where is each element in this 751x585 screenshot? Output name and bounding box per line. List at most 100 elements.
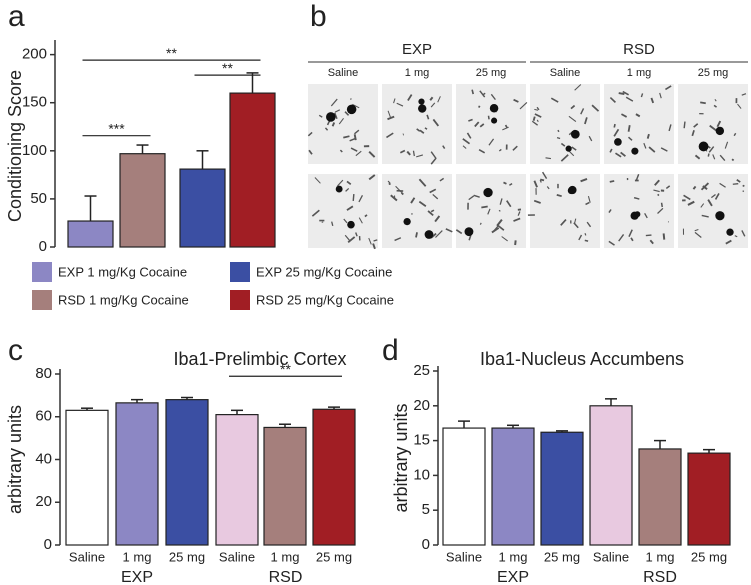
micrograph-texture [445, 228, 453, 233]
panel-label: c [8, 334, 23, 367]
micrograph-texture [533, 199, 541, 204]
micrograph-texture [580, 108, 585, 115]
micrograph-texture [491, 227, 500, 234]
column-header: 25 mg [698, 67, 729, 79]
micrograph-texture [354, 129, 360, 135]
micrograph-texture [712, 154, 716, 160]
micrograph-texture [550, 97, 559, 103]
micrograph-texture [358, 194, 364, 203]
micrograph-texture [665, 85, 672, 91]
micrograph-texture [478, 105, 481, 108]
bar [65, 409, 109, 546]
micrograph-texture [468, 195, 475, 201]
micrograph-texture [396, 102, 404, 107]
micrograph-texture [432, 193, 439, 200]
micrograph-cell [335, 185, 343, 193]
bar [491, 427, 535, 546]
y-tick-label: 15 [413, 432, 430, 449]
micrograph-texture [353, 134, 357, 141]
micrograph-texture [654, 179, 660, 186]
micrograph-texture [710, 193, 716, 199]
micrograph-texture [498, 209, 501, 212]
micrograph-cell [715, 126, 725, 136]
legend-label: EXP 1 mg/Kg Cocaine [58, 264, 187, 279]
y-tick-label: 0 [39, 238, 47, 255]
y-tick-label: 5 [422, 501, 430, 518]
micrograph [382, 84, 452, 164]
micrograph-texture [350, 147, 358, 152]
micrograph-texture [574, 84, 582, 91]
micrograph-cell [326, 112, 336, 122]
significance-stars: ** [222, 60, 233, 76]
y-tick-label: 60 [35, 408, 52, 425]
group-label: EXP [497, 569, 529, 585]
micrograph-cell [726, 228, 734, 236]
micrograph-texture [683, 194, 691, 201]
micrograph-texture [731, 158, 735, 162]
micrograph-texture [591, 104, 600, 112]
micrograph-texture [649, 239, 654, 245]
micrograph-texture [462, 145, 467, 149]
micrograph-cell [418, 104, 427, 113]
micrograph-texture [435, 230, 443, 238]
micrograph-texture [434, 215, 441, 223]
bar [263, 426, 307, 546]
x-tick-label: 25 mg [544, 549, 580, 564]
micrograph-texture [479, 123, 485, 128]
micrograph-texture [339, 149, 343, 153]
micrograph-cell [634, 211, 641, 218]
micrograph-texture [343, 135, 350, 139]
y-tick-label: 40 [35, 450, 52, 467]
micrograph-texture [318, 114, 323, 118]
micrograph-texture [355, 232, 358, 237]
y-tick-label: 150 [22, 94, 47, 111]
bar [540, 431, 584, 546]
y-axis-label: arbitrary units [5, 405, 25, 514]
panel-label: d [382, 334, 399, 367]
micrograph-texture [490, 93, 496, 101]
micrograph-texture [373, 239, 378, 242]
y-tick-label: 100 [22, 142, 47, 159]
micrograph-texture [410, 197, 416, 204]
micrograph [456, 84, 526, 164]
micrograph-texture [540, 178, 545, 182]
y-tick-label: 0 [44, 536, 52, 553]
micrograph-texture [481, 205, 488, 209]
x-tick-label: 1 mg [499, 549, 528, 564]
micrograph-texture [488, 138, 495, 146]
micrograph-texture [683, 121, 686, 129]
micrograph-texture [533, 180, 538, 188]
micrograph-texture [560, 218, 567, 226]
micrograph-texture [499, 198, 503, 205]
micrograph-texture [493, 225, 499, 232]
micrograph-texture [660, 147, 668, 152]
micrograph-texture [557, 129, 560, 133]
micrograph-texture [393, 98, 396, 104]
legend-swatch [230, 262, 250, 282]
micrograph-texture [573, 222, 579, 229]
micrograph-texture [462, 138, 471, 145]
micrograph-texture [545, 157, 552, 160]
micrograph-texture [713, 104, 718, 108]
micrograph-texture [514, 240, 517, 246]
micrograph-texture [584, 239, 589, 242]
micrograph-texture [418, 200, 427, 207]
column-header: 25 mg [476, 67, 507, 79]
micrograph-texture [657, 207, 664, 214]
micrograph-texture [621, 113, 628, 118]
legend-swatch [230, 290, 250, 310]
column-header: Saline [550, 67, 581, 79]
micrograph-texture [640, 93, 644, 98]
micrograph-texture [331, 122, 336, 127]
y-tick-label: 20 [413, 397, 430, 414]
y-tick-label: 20 [35, 493, 52, 510]
micrograph-texture [709, 124, 718, 132]
x-tick-label: Saline [69, 549, 105, 564]
micrograph-texture [692, 185, 697, 190]
micrograph-texture [578, 234, 583, 241]
micrograph-texture [609, 97, 616, 103]
micrograph-texture [560, 154, 569, 162]
micrograph-texture [570, 104, 576, 110]
column-header: Saline [328, 67, 359, 79]
